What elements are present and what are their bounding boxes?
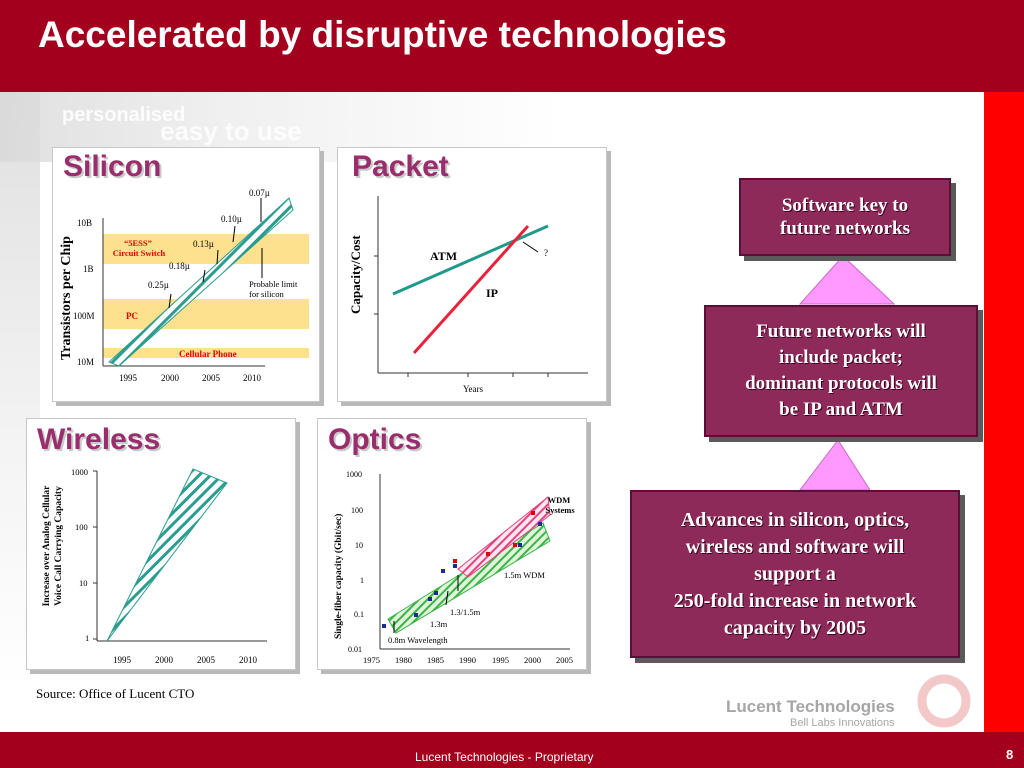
title-bar: Accelerated by disruptive technologies: [0, 0, 1024, 92]
silicon-ytick-1b: 1B: [83, 264, 94, 274]
wireless-xtick-2005: 2005: [197, 655, 216, 665]
silicon-label-013: 0.13µ: [193, 239, 214, 249]
optics-label-13: 1.3m: [430, 619, 448, 629]
optics-title: Optics: [328, 423, 422, 456]
optics-xtick-1990: 1990: [459, 655, 476, 665]
optics-pointers: [393, 575, 459, 633]
silicon-ytick-10b: 10B: [77, 218, 92, 228]
wireless-title: Wireless: [37, 423, 161, 456]
optics-ytick-100: 100: [351, 506, 363, 515]
silicon-label-010: 0.10µ: [221, 214, 242, 224]
silicon-label-007: 0.07µ: [249, 188, 270, 198]
optics-panel: Optics: [317, 418, 587, 670]
innovation-ring-icon: [917, 674, 971, 728]
packet-question-pointer: [522, 241, 539, 253]
optics-xtick-1975: 1975: [363, 655, 380, 665]
background-word-personalised: personalised: [62, 104, 186, 126]
optics-xtick-1985: 1985: [427, 655, 444, 665]
callout-packet-text: Future networks will include packet; dom…: [745, 321, 937, 420]
silicon-label-018: 0.18µ: [169, 261, 190, 271]
optics-chart: 1000 100 10 1 0.1 0.01 1975 1980 1985 19…: [346, 470, 575, 665]
optics-label-wdm-15: 1.5m WDM: [504, 570, 545, 580]
slide-title: Accelerated by disruptive technologies: [38, 14, 727, 55]
optics-xtick-1980: 1980: [395, 655, 412, 665]
band-pc: [103, 299, 309, 329]
band-switch: [103, 234, 309, 264]
packet-label-ip: IP: [486, 286, 498, 300]
optics-data-points: [382, 511, 542, 628]
footer-text: Lucent Technologies - Proprietary: [415, 750, 594, 764]
callout-capacity: Advances in silicon, optics, wireless an…: [630, 490, 960, 658]
silicon-panel: Silicon 10B 1B 100M 10M 1995: [52, 147, 320, 402]
wireless-ytick-100: 100: [75, 522, 88, 532]
optics-label-1315: 1.3/1.5m: [450, 607, 481, 617]
silicon-xtick-2005: 2005: [202, 373, 221, 383]
wireless-xtick-2010: 2010: [239, 655, 258, 665]
company-logo-tagline: Bell Labs Innovations: [790, 717, 895, 729]
optics-xtick-2005: 2005: [556, 655, 573, 665]
source-note: Source: Office of Lucent CTO: [36, 686, 195, 701]
connector-lower: [798, 439, 871, 491]
silicon-label-025: 0.25µ: [148, 280, 169, 290]
optics-wdm-band: [457, 496, 551, 578]
silicon-arrows: [168, 198, 263, 309]
silicon-ytick-10m: 10M: [77, 357, 94, 367]
wireless-xtick-1995: 1995: [113, 655, 132, 665]
silicon-trend-band: [108, 197, 294, 367]
wireless-ytick-1: 1: [85, 633, 89, 643]
footer-bar: [0, 732, 1024, 768]
company-logo-name: Lucent Technologies: [726, 697, 895, 716]
packet-chart: ATM IP ? Years: [374, 196, 588, 394]
silicon-xtick-2000: 2000: [161, 373, 180, 383]
silicon-label-pc: PC: [126, 311, 138, 321]
callout-packet: Future networks will include packet; dom…: [704, 305, 978, 437]
optics-xtick-1995: 1995: [492, 655, 509, 665]
packet-panel: Packet ATM IP ? Years Capacity/Cost: [337, 147, 607, 402]
packet-xlabel: Years: [463, 384, 484, 394]
optics-ytick-001: 0.01: [348, 645, 362, 654]
wireless-ylabel: Increase over Analog Cellular Voice Call…: [42, 485, 64, 607]
silicon-ytick-100m: 100M: [73, 311, 95, 321]
silicon-label-phone: Cellular Phone: [179, 349, 237, 359]
optics-xtick-2000: 2000: [524, 655, 541, 665]
silicon-xtick-2010: 2010: [243, 373, 262, 383]
packet-ticks: [374, 255, 549, 377]
wireless-ticks: [93, 470, 97, 640]
packet-title: Packet: [352, 150, 449, 183]
optics-ytick-1: 1: [360, 576, 364, 585]
silicon-title: Silicon: [63, 150, 162, 183]
optics-label-wdm-systems: WDM Systems: [545, 495, 575, 515]
background-word-easy-to-use: easy to use: [160, 116, 302, 146]
optics-ytick-1000: 1000: [346, 470, 362, 479]
silicon-ylabel: Transistors per Chip: [59, 236, 74, 360]
wireless-chart: 1000 100 10 1 1995 2000 2005 2010: [71, 467, 267, 665]
optics-ytick-01: 0.1: [354, 610, 364, 619]
wireless-panel: Wireless 1000 100 10 1 1995 2000 2005 20…: [26, 418, 296, 670]
page-number: 8: [1006, 747, 1014, 762]
wireless-ytick-10: 10: [79, 578, 88, 588]
optics-label-08: 0.8m Wavelength: [388, 635, 448, 645]
right-accent-strip: [984, 92, 1024, 732]
connector-upper: [798, 255, 896, 305]
wireless-ytick-1000: 1000: [71, 467, 88, 477]
silicon-xtick-1995: 1995: [119, 373, 138, 383]
band-phone: [103, 348, 309, 358]
callout-capacity-text: Advances in silicon, optics, wireless an…: [673, 508, 917, 639]
wireless-capacity-wedge: [106, 468, 228, 642]
silicon-chart: 10B 1B 100M 10M 1995 2000 2005 2010 0.07…: [73, 188, 309, 383]
optics-ytick-10: 10: [355, 541, 363, 550]
packet-ip-line: [412, 224, 530, 355]
callout-software-text: Software key to future networks: [779, 195, 910, 239]
callout-software: Software key to future networks: [739, 178, 951, 256]
packet-label-question: ?: [544, 248, 548, 258]
packet-ylabel: Capacity/Cost: [348, 235, 363, 314]
wireless-xtick-2000: 2000: [155, 655, 174, 665]
packet-label-atm: ATM: [430, 249, 457, 263]
silicon-label-switch: “5ESS” Circuit Switch: [113, 238, 166, 258]
silicon-label-limit: Probable limit for silicon: [249, 279, 300, 299]
packet-atm-line: [392, 224, 549, 296]
optics-ylabel: Single-fiber capacity (Gbit/sec): [334, 513, 344, 639]
